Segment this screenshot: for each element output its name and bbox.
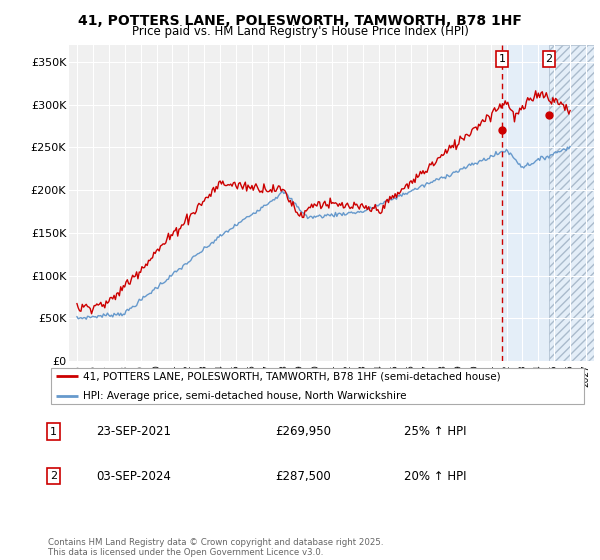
- Text: Price paid vs. HM Land Registry's House Price Index (HPI): Price paid vs. HM Land Registry's House …: [131, 25, 469, 38]
- Text: 2: 2: [545, 54, 553, 64]
- Text: 1: 1: [50, 427, 57, 437]
- Text: 41, POTTERS LANE, POLESWORTH, TAMWORTH, B78 1HF (semi-detached house): 41, POTTERS LANE, POLESWORTH, TAMWORTH, …: [83, 371, 501, 381]
- Text: 1: 1: [499, 54, 506, 64]
- Text: 20% ↑ HPI: 20% ↑ HPI: [404, 470, 467, 483]
- Text: 23-SEP-2021: 23-SEP-2021: [97, 425, 172, 438]
- Text: £269,950: £269,950: [275, 425, 331, 438]
- FancyBboxPatch shape: [50, 368, 584, 404]
- Text: 2: 2: [50, 471, 57, 481]
- Text: Contains HM Land Registry data © Crown copyright and database right 2025.
This d: Contains HM Land Registry data © Crown c…: [48, 538, 383, 557]
- Bar: [549, 45, 594, 361]
- Text: £287,500: £287,500: [275, 470, 331, 483]
- Text: HPI: Average price, semi-detached house, North Warwickshire: HPI: Average price, semi-detached house,…: [83, 390, 407, 400]
- Bar: [502, 45, 594, 361]
- Text: 41, POTTERS LANE, POLESWORTH, TAMWORTH, B78 1HF: 41, POTTERS LANE, POLESWORTH, TAMWORTH, …: [78, 14, 522, 28]
- Text: 25% ↑ HPI: 25% ↑ HPI: [404, 425, 467, 438]
- Text: 03-SEP-2024: 03-SEP-2024: [97, 470, 172, 483]
